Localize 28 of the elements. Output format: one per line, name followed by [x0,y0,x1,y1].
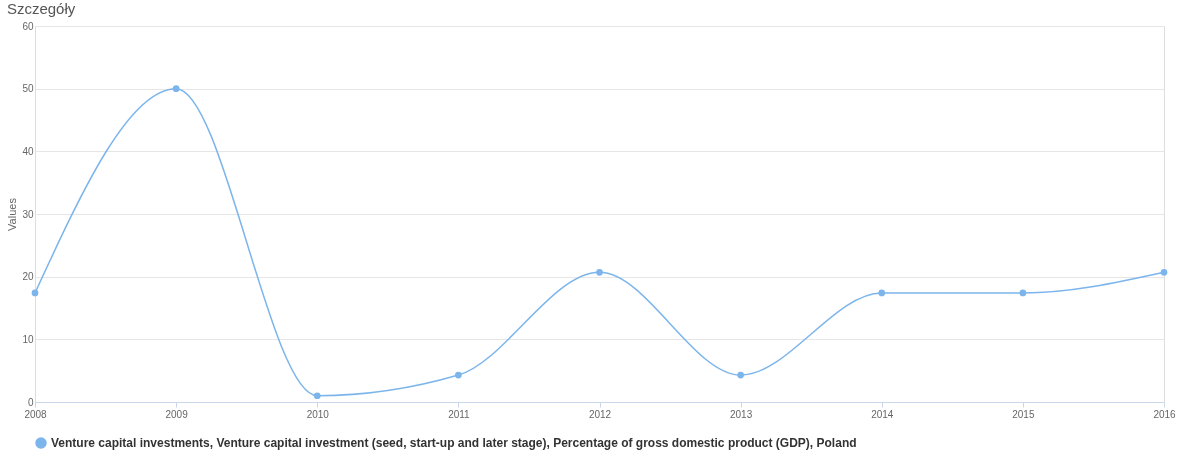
point [737,371,744,379]
legend-label: Venture capital investments, Venture capital investment (seed, start-up and later stage), Percentage of gross domestic product (GDP), Poland [51,436,857,450]
x-tick-label: 2013 [730,408,753,420]
y-tick-label: 60 [22,20,34,32]
point [31,289,39,297]
chart-title: Szczegóły [6,0,76,17]
x-tick-label: 2014 [871,408,894,420]
x-tick-label: 2016 [1153,408,1177,420]
point [313,392,321,400]
point [172,85,180,93]
y-tick-label: 40 [22,145,34,157]
point [455,371,462,379]
x-tick-label: 2010 [306,408,330,420]
y-tick-label: 30 [22,208,34,220]
x-tick-label: 2008 [24,408,48,420]
x-tick-label: 2011 [448,408,471,420]
point [596,268,603,276]
y-tick-label: 20 [22,271,34,283]
y-axis-title: Values [6,197,19,231]
x-tick-label: 2012 [588,408,612,420]
y-tick-label: 10 [22,333,34,345]
y-tick-label: 0 [27,396,34,408]
point [1160,268,1168,276]
x-tick-label: 2015 [1012,408,1035,420]
y-tick-label: 50 [22,83,34,95]
x-tick-label: 2009 [165,408,189,420]
point [878,289,886,297]
point [1019,289,1027,297]
